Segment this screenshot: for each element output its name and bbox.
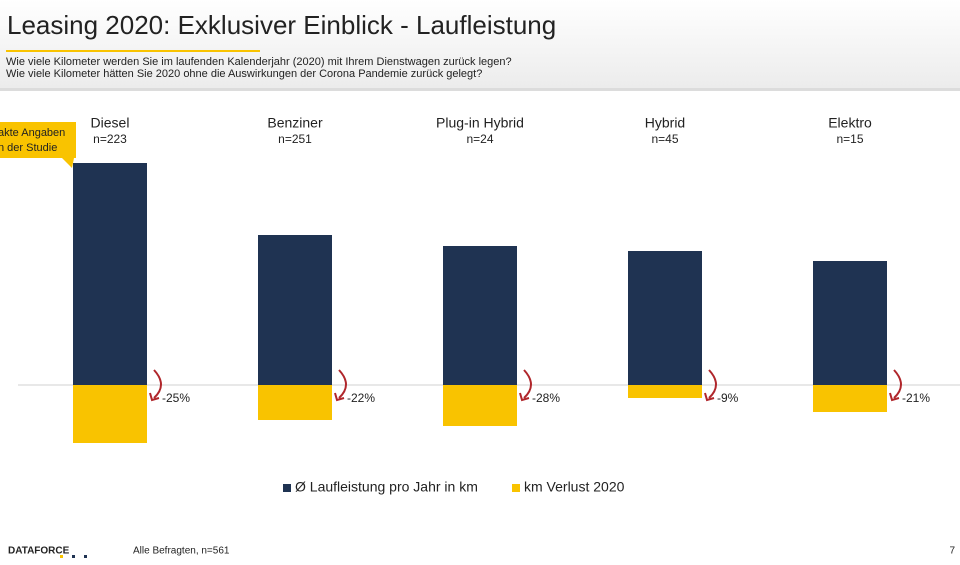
arrow-head	[519, 392, 530, 402]
page-number: 7	[949, 546, 955, 557]
sample-size: n=251	[278, 132, 312, 146]
bar	[628, 385, 702, 398]
subtitle: Wie viele Kilometer hätten Sie 2020 ohne…	[6, 68, 482, 80]
bar	[73, 385, 147, 443]
subtitle: Wie viele Kilometer werden Sie im laufen…	[6, 56, 512, 68]
arrow-head	[704, 392, 715, 402]
category-label: Benziner	[267, 115, 323, 131]
sample-size: n=223	[93, 132, 127, 146]
change-arrow	[893, 369, 902, 399]
change-arrow	[708, 369, 717, 399]
sample-size: n=24	[466, 132, 493, 146]
callout-text: n der Studie	[0, 142, 57, 154]
category-label: Elektro	[828, 115, 872, 131]
header-shadow	[0, 88, 960, 91]
bar	[628, 251, 702, 385]
logo: DATAFORCE	[8, 546, 70, 557]
legend-swatch	[512, 484, 520, 492]
logo-dot	[84, 555, 87, 558]
legend-label: Ø Laufleistung pro Jahr in km	[295, 479, 478, 495]
change-label: -22%	[347, 391, 375, 405]
bar	[443, 385, 517, 426]
footer-note: Alle Befragten, n=561	[133, 546, 230, 557]
callout-box	[0, 122, 76, 168]
sample-size: n=15	[836, 132, 863, 146]
change-label: -28%	[532, 391, 560, 405]
category-label: Diesel	[91, 115, 130, 131]
legend-label: km Verlust 2020	[524, 479, 625, 495]
category-label: Hybrid	[645, 115, 685, 131]
arrow-head	[334, 392, 345, 402]
callout-text: akte Angaben	[0, 127, 65, 139]
bar	[258, 385, 332, 420]
arrow-head	[889, 392, 900, 402]
logo-dot	[60, 555, 63, 558]
bar	[443, 246, 517, 385]
change-label: -25%	[162, 391, 190, 405]
bar	[258, 235, 332, 385]
header-band	[0, 0, 960, 88]
change-label: -9%	[717, 391, 739, 405]
legend-swatch	[283, 484, 291, 492]
change-arrow	[523, 369, 532, 399]
bar	[813, 385, 887, 412]
change-label: -21%	[902, 391, 930, 405]
category-label: Plug-in Hybrid	[436, 115, 524, 131]
bar	[73, 163, 147, 385]
arrow-head	[149, 392, 160, 402]
title: Leasing 2020: Exklusiver Einblick - Lauf…	[7, 10, 556, 40]
change-arrow	[153, 369, 162, 399]
sample-size: n=45	[651, 132, 678, 146]
bar	[813, 261, 887, 385]
change-arrow	[338, 369, 347, 399]
logo-dot	[72, 555, 75, 558]
